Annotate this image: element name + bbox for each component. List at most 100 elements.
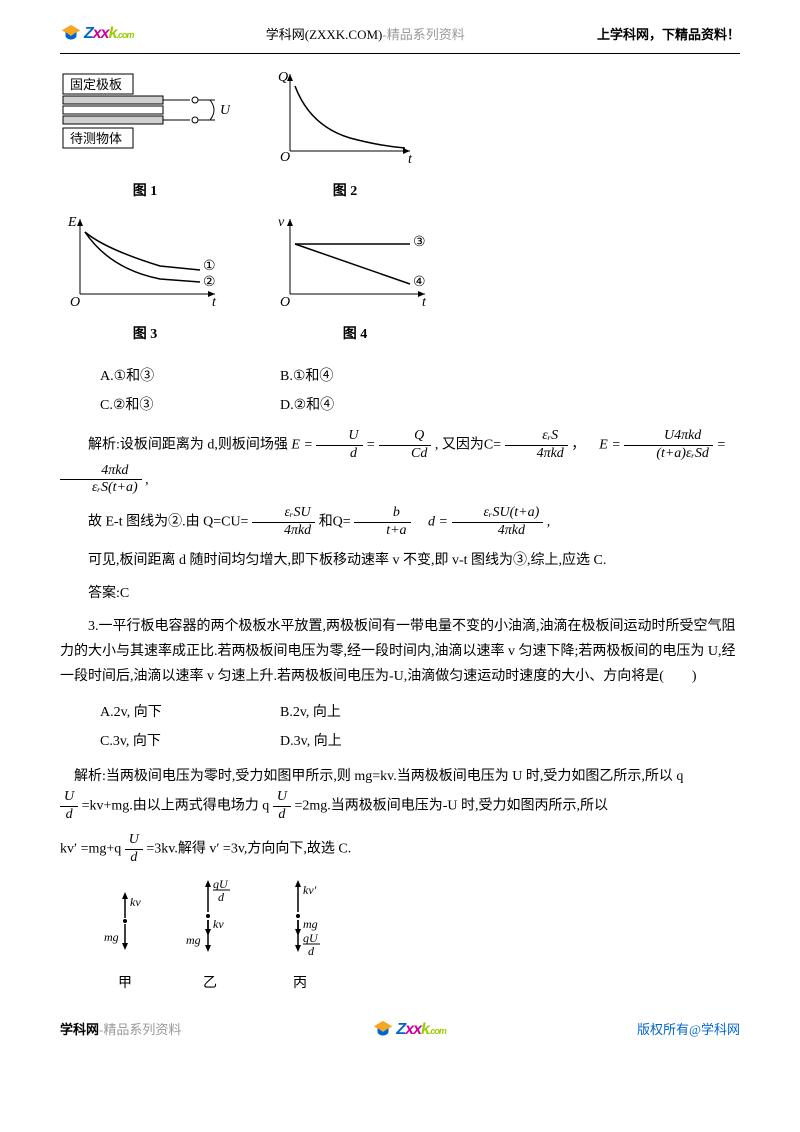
fig2-label: 图 2 — [270, 179, 420, 204]
q-axis: Q — [278, 70, 288, 85]
voltage-u: U — [220, 103, 230, 118]
svg-text:d: d — [218, 890, 225, 904]
logo-text: Zxxk.com — [84, 20, 134, 49]
page-footer: 学科网-精品系列资料 Zxxk.com 版权所有@学科网 — [60, 1016, 740, 1045]
figure-3: E t O ① ② 图 3 — [60, 214, 230, 347]
line2-prefix: 故 E-t 图线为②.由 Q=CU= — [88, 515, 248, 530]
yi-label: 乙 — [180, 971, 240, 996]
header-right: 上学科网，下精品资料！ — [597, 23, 740, 46]
svg-text:O: O — [280, 150, 290, 165]
comma: ， — [571, 437, 585, 452]
svg-text:O: O — [70, 295, 80, 309]
fixed-plate-label: 固定极板 — [70, 77, 122, 92]
t-axis-3: t — [212, 295, 217, 309]
footer-right-prefix: 版权所有 — [637, 1022, 689, 1037]
answer-options: A.①和③B.①和④ C.②和③D.②和④ — [100, 364, 740, 418]
d-eq: d — [428, 515, 435, 530]
fig4-label: 图 4 — [270, 322, 440, 347]
figures-row-1: 固定极板 待测物体 U 图 1 Q t O 图 2 — [60, 66, 740, 204]
header-center: 学科网(ZXXK.COM)-精品系列资料 — [134, 23, 597, 46]
e-axis: E — [67, 215, 77, 230]
q3a-prefix: 解析:当两极间电压为零时,受力如图甲所示,则 mg=kv.当两极板间电压为 U … — [74, 769, 683, 784]
v-t-graph: v t O ③ ④ — [270, 214, 440, 309]
analysis-line-2: 故 E-t 图线为②.由 Q=CU= εᵣSU4πkd 和Q= bt+a d =… — [60, 505, 740, 540]
svg-text:mg: mg — [303, 917, 318, 931]
figures-row-2: E t O ① ② 图 3 v t O ③ ④ 图 4 — [60, 214, 740, 347]
footer-link[interactable]: @学科网 — [689, 1022, 740, 1037]
svg-text:d: d — [308, 944, 315, 958]
frac-es: εᵣS4πkd — [505, 428, 568, 463]
analysis-prefix: 解析:设板间距离为 d,则板间场强 — [88, 437, 288, 452]
option-b: B.①和④ — [280, 364, 460, 389]
analysis-line-1: 解析:设板间距离为 d,则板间场强 E = Ud = QCd , 又因为C= ε… — [60, 428, 740, 497]
e-t-graph: E t O ① ② — [60, 214, 230, 309]
q3-opt-c: C.3v, 向下 — [100, 729, 280, 754]
footer-left-gray: -精品系列资料 — [99, 1022, 181, 1037]
eq-e: E — [291, 437, 300, 452]
test-object-label: 待测物体 — [70, 131, 122, 146]
header-subtitle: -精品系列资料 — [382, 27, 464, 42]
v-axis: v — [278, 215, 285, 230]
q3a-l2-mid: =3kv.解得 v′ =3v,方向向下,故选 C. — [146, 841, 351, 856]
frac-e3a: U4πkd(t+a)εᵣSd — [624, 428, 713, 463]
eq-e2: E — [599, 437, 608, 452]
circuit-diagram: 固定极板 待测物体 U — [60, 66, 230, 166]
q3a-mid2: =2mg.当两极板间电压为-U 时,受力如图丙所示,所以 — [294, 799, 608, 814]
page-header: Zxxk.com 学科网(ZXXK.COM)-精品系列资料 上学科网，下精品资料… — [60, 20, 740, 54]
footer-left-main: 学科网 — [60, 1022, 99, 1037]
frac-l2c: εᵣSU(t+a)4πkd — [452, 505, 544, 540]
footer-cap-icon — [372, 1019, 394, 1041]
analysis-line-3: 可见,板间距离 d 随时间均匀增大,即下板移动速率 v 不变,即 v-t 图线为… — [60, 548, 740, 573]
q3a-l2-prefix: kv′ =mg+q — [60, 841, 121, 856]
q3-analysis-line-1: 解析:当两极间电压为零时,受力如图甲所示,则 mg=kv.当两极板间电压为 U … — [60, 764, 740, 824]
fig3-label: 图 3 — [60, 322, 230, 347]
line-3: ③ — [413, 235, 426, 250]
svg-text:kv′: kv′ — [303, 883, 317, 897]
frac-l2a: εᵣSU4πkd — [252, 505, 315, 540]
mid1: , 又因为C= — [435, 437, 501, 452]
option-c: C.②和③ — [100, 393, 280, 418]
figure-2: Q t O 图 2 — [270, 66, 420, 204]
q3-opt-d: D.3v, 向上 — [280, 729, 460, 754]
svg-text:kv: kv — [130, 895, 141, 909]
logo-cap-icon — [60, 23, 82, 45]
q-t-graph: Q t O — [270, 66, 420, 166]
figure-4: v t O ③ ④ 图 4 — [270, 214, 440, 347]
t-axis-2: t — [408, 152, 413, 166]
q3-opt-a: A.2v, 向下 — [100, 700, 280, 725]
question-3-text: 3.一平行板电容器的两个极板水平放置,两极板间有一带电量不变的小油滴,油滴在极板… — [60, 614, 740, 690]
q3-opt-b: B.2v, 向上 — [280, 700, 460, 725]
answer-c: 答案:C — [60, 581, 740, 606]
svg-text:mg: mg — [104, 930, 119, 944]
q3a-mid1: =kv+mg.由以上两式得电场力 q — [82, 799, 270, 814]
svg-text:mg: mg — [186, 933, 201, 947]
q3-options: A.2v, 向下B.2v, 向上 C.3v, 向下D.3v, 向上 — [100, 700, 740, 754]
frac-e3b: 4πkdεᵣS(t+a) — [60, 463, 142, 498]
option-d: D.②和④ — [280, 393, 460, 418]
header-site: 学科网(ZXXK.COM) — [266, 27, 383, 42]
fig1-label: 图 1 — [60, 179, 230, 204]
frac-ud2: Ud — [60, 789, 78, 824]
svg-text:O: O — [280, 295, 290, 309]
frac-ud: Ud — [316, 428, 362, 463]
force-yi: qU d kv mg 乙 — [180, 876, 240, 995]
jia-label: 甲 — [100, 971, 150, 996]
line-4: ④ — [413, 275, 426, 290]
footer-right: 版权所有@学科网 — [637, 1018, 740, 1041]
line-1: ① — [203, 259, 216, 274]
force-diagrams: kv mg 甲 qU d kv mg 乙 kv′ mg qU — [100, 876, 740, 995]
svg-text:qU: qU — [213, 877, 229, 891]
frac-ud4: Ud — [125, 832, 143, 867]
site-logo: Zxxk.com — [60, 20, 134, 49]
line-2: ② — [203, 275, 216, 290]
q3-analysis-line-2: kv′ =mg+q Ud =3kv.解得 v′ =3v,方向向下,故选 C. — [60, 832, 740, 867]
svg-text:qU: qU — [303, 931, 319, 945]
frac-ud3: Ud — [273, 789, 291, 824]
footer-left: 学科网-精品系列资料 — [60, 1018, 181, 1041]
t-axis-4: t — [422, 295, 427, 309]
footer-logo: Zxxk.com — [372, 1016, 446, 1045]
svg-text:kv: kv — [213, 917, 224, 931]
frac-qcd: QCd — [379, 428, 431, 463]
bing-label: 丙 — [270, 971, 330, 996]
frac-l2b: bt+a — [354, 505, 410, 540]
